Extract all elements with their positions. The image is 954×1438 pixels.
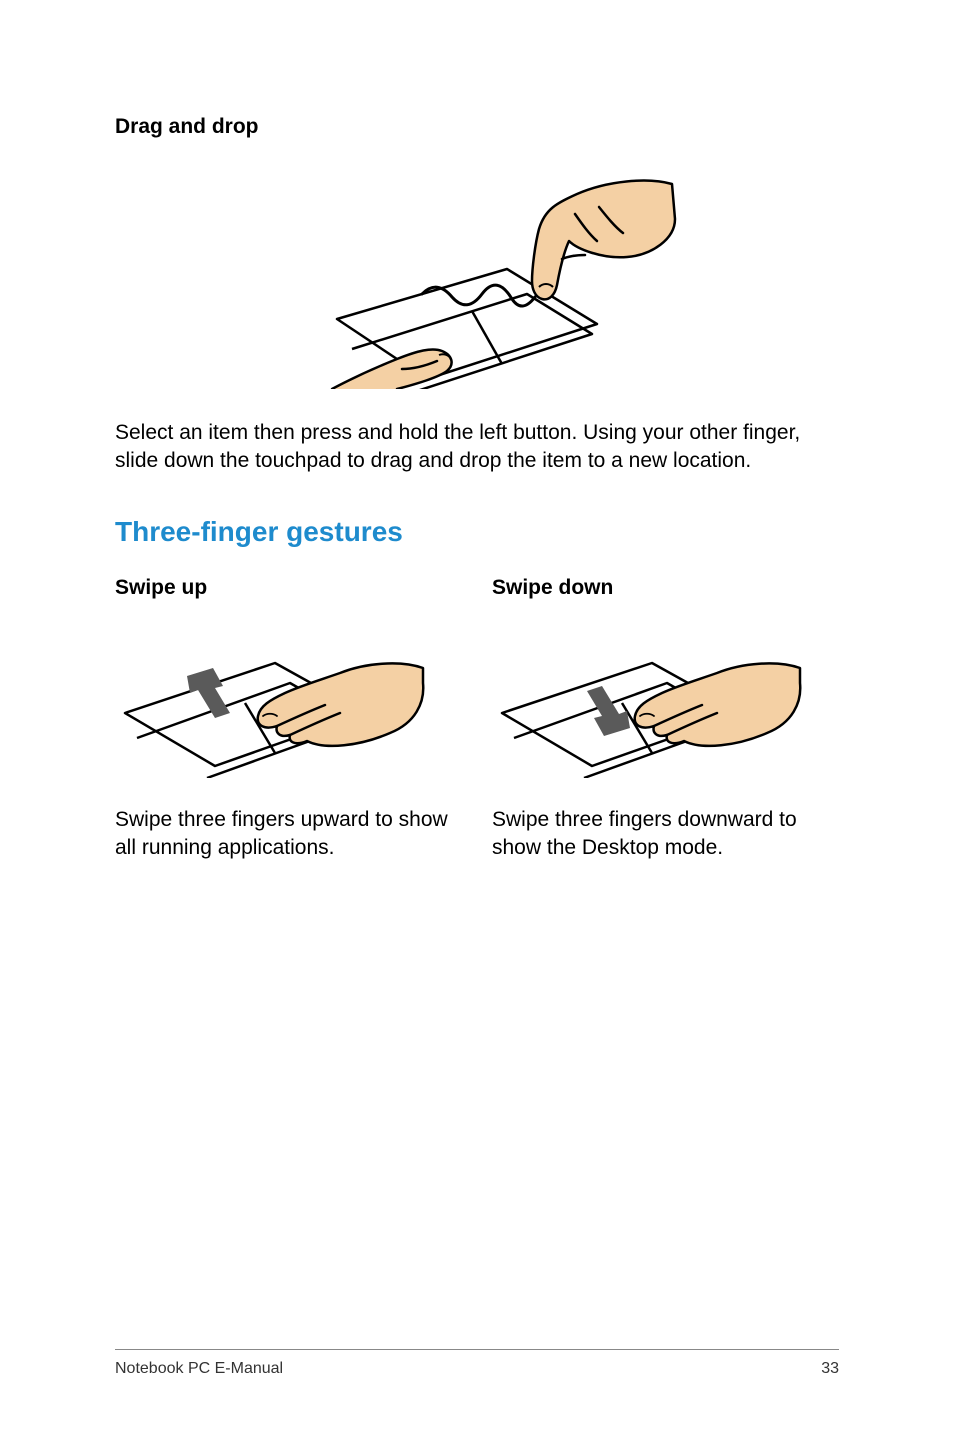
- drag-drop-illustration: [115, 159, 839, 389]
- drag-drop-body: Select an item then press and hold the l…: [115, 419, 839, 476]
- gesture-columns: Swipe up: [115, 576, 839, 863]
- swipe-down-column: Swipe down: [492, 576, 839, 863]
- drag-drop-heading: Drag and drop: [115, 115, 839, 139]
- page-footer: Notebook PC E-Manual 33: [115, 1349, 839, 1378]
- swipe-up-body: Swipe three fingers upward to show all r…: [115, 806, 462, 863]
- swipe-down-body: Swipe three fingers downward to show the…: [492, 806, 839, 863]
- swipe-down-heading: Swipe down: [492, 576, 839, 600]
- page-content: Drag and drop: [0, 0, 954, 862]
- section-title: Three-finger gestures: [115, 516, 839, 548]
- swipe-down-illustration: [492, 628, 839, 778]
- drag-drop-svg: [277, 159, 677, 389]
- swipe-up-column: Swipe up: [115, 576, 462, 863]
- footer-doc-title: Notebook PC E-Manual: [115, 1360, 283, 1378]
- swipe-up-heading: Swipe up: [115, 576, 462, 600]
- footer-page-number: 33: [821, 1360, 839, 1378]
- swipe-down-svg: [492, 628, 802, 778]
- swipe-up-illustration: [115, 628, 462, 778]
- swipe-up-svg: [115, 628, 425, 778]
